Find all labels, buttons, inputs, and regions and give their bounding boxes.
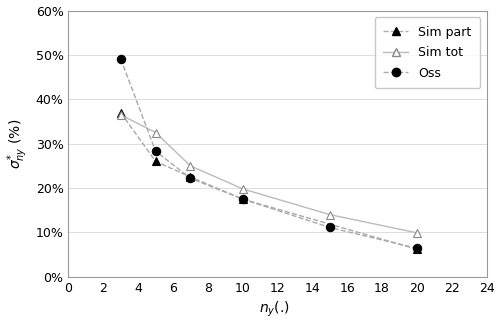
X-axis label: $n_y$(.)  : $n_y$(.) bbox=[259, 300, 296, 319]
Legend: Sim part, Sim tot, Oss: Sim part, Sim tot, Oss bbox=[374, 17, 480, 88]
Y-axis label: $\sigma_{ny}^{*}$ (%): $\sigma_{ny}^{*}$ (%) bbox=[6, 119, 30, 169]
